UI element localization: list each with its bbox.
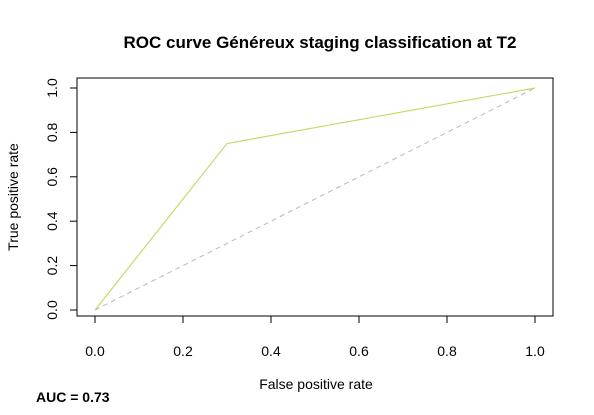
y-tick-label: 0.8 xyxy=(44,122,60,142)
x-tick-label: 0.8 xyxy=(437,343,457,359)
chance-reference-line xyxy=(94,87,536,311)
x-tick-label: 0.2 xyxy=(173,343,193,359)
plot-area xyxy=(94,87,536,311)
y-tick-label: 0.2 xyxy=(44,256,60,276)
y-tick-label: 0.4 xyxy=(44,211,60,231)
x-axis: 0.0 0.2 0.4 0.6 0.8 1.0 xyxy=(85,315,545,359)
x-tick-label: 0.0 xyxy=(85,343,105,359)
x-tick-label: 0.4 xyxy=(261,343,281,359)
y-tick-label: 0.6 xyxy=(44,167,60,187)
y-axis-label: True positive rate xyxy=(5,143,21,251)
roc-curve-line xyxy=(94,87,536,311)
x-tick-label: 1.0 xyxy=(525,343,545,359)
plot-frame xyxy=(76,77,554,317)
y-tick-label: 1.0 xyxy=(44,78,60,98)
y-tick-label: 0.0 xyxy=(44,300,60,320)
x-tick-label: 0.6 xyxy=(349,343,369,359)
chart-title: ROC curve Généreux staging classificatio… xyxy=(123,33,516,52)
y-axis: 0.0 0.2 0.4 0.6 0.8 1.0 xyxy=(44,78,78,320)
auc-annotation: AUC = 0.73 xyxy=(36,389,110,405)
x-axis-label: False positive rate xyxy=(259,376,373,392)
